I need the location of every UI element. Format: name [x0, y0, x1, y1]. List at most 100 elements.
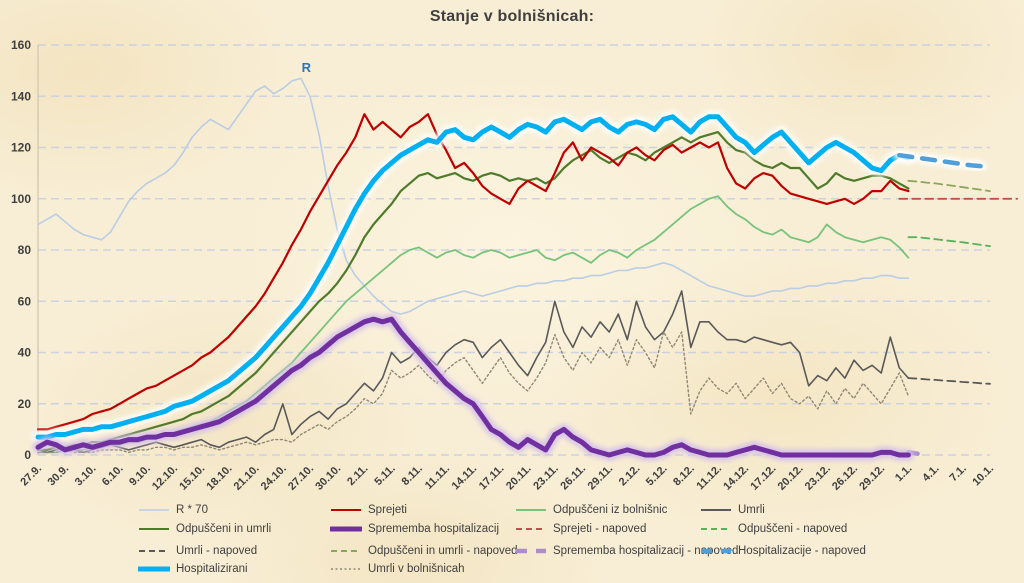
- x-tick-label: 29.11.: [586, 463, 616, 493]
- legend-marker: [139, 528, 169, 530]
- y-tick-label: 140: [11, 89, 31, 103]
- y-tick-label: 20: [18, 397, 32, 411]
- series-sprejeti: [36, 113, 910, 431]
- legend-item: Hospitalizacije - napoved: [700, 544, 866, 558]
- x-tick-label: 24.10.: [259, 463, 289, 493]
- legend-item: Umrli: [700, 503, 765, 517]
- x-tick-label: 12.10.: [150, 463, 180, 493]
- x-tick-label: 1.1.: [893, 463, 914, 484]
- legend-marker: [330, 526, 362, 532]
- legend-label: Hospitalizirani: [176, 563, 248, 575]
- legend-item: Odpuščeni - napoved: [700, 522, 847, 536]
- legend-label: Umrli - napoved: [176, 545, 258, 557]
- y-tick-label: 0: [24, 448, 31, 462]
- legend-marker: [139, 509, 169, 511]
- y-tick-label: 100: [11, 192, 31, 206]
- legend-item: Umrli v bolnišnicah: [330, 562, 465, 576]
- legend-marker: [516, 528, 546, 530]
- x-tick-label: 11.11.: [423, 463, 452, 492]
- y-tick-label: 80: [18, 243, 32, 257]
- r-annotation: R: [302, 60, 312, 75]
- series-umrli_napoved: [907, 377, 991, 385]
- series-sprememba: [35, 316, 911, 458]
- y-tick-label: 120: [11, 141, 31, 155]
- x-tick-label: 7.1.: [947, 463, 968, 484]
- legend-marker: [701, 548, 731, 554]
- x-tick-label: 30.9.: [46, 463, 72, 489]
- legend-label: Odpuščeni in umrli - napoved: [368, 545, 518, 557]
- legend-label: Umrli v bolnišnicah: [368, 563, 465, 575]
- legend-item: Odpuščeni in umrli: [138, 522, 271, 536]
- x-tick-label: 2.12.: [617, 463, 643, 489]
- x-tick-label: 3.10.: [73, 463, 99, 489]
- legend-item: R * 70: [138, 503, 208, 517]
- x-tick-label: 6.10.: [100, 463, 126, 489]
- x-tick-label: 27.10.: [286, 463, 316, 493]
- chart-svg: 0 20 40 60 80 100 120 140 160 27.9. 30.9. 3.10. 6.10…: [11, 38, 1019, 493]
- x-tick-label: 23.11.: [531, 463, 561, 493]
- x-tick-label: 14.12.: [721, 463, 751, 493]
- x-tick-label: 8.12.: [671, 463, 697, 489]
- x-tick-label: 23.12.: [803, 463, 833, 493]
- legend-marker: [701, 509, 731, 511]
- legend-item: Odpuščeni iz bolnišnic: [515, 503, 667, 517]
- legend-label: Odpuščeni iz bolnišnic: [553, 504, 668, 516]
- x-tick-label: 29.12.: [857, 463, 887, 493]
- x-tick-label: 5.11.: [372, 463, 397, 488]
- legend-label: Odpuščeni in umrli: [176, 523, 272, 535]
- legend-label: R * 70: [176, 504, 208, 516]
- series-r70: [37, 77, 910, 315]
- legend-label: Sprememba hospitalizacij - napoved: [553, 545, 739, 557]
- x-tick-label: 5.12.: [644, 463, 670, 489]
- legend-marker: [701, 528, 731, 530]
- x-tick-label: 2.11.: [345, 463, 370, 488]
- legend-marker: [331, 509, 361, 511]
- x-tick-label: 10.1.: [970, 463, 996, 489]
- x-tick-label: 11.12.: [694, 463, 724, 493]
- legend-label: Sprememba hospitalizacij: [368, 523, 500, 535]
- x-tick-label: 20.11.: [504, 463, 534, 493]
- legend-item: Hospitalizirani: [138, 562, 248, 576]
- legend-label: Hospitalizacije - napoved: [738, 545, 866, 557]
- y-tick-label: 160: [11, 38, 31, 52]
- x-tick-label: 17.12.: [748, 463, 778, 493]
- x-tick-label: 18.10.: [204, 463, 234, 493]
- legend-item: Sprejeti: [330, 503, 407, 517]
- legend-marker: [516, 509, 546, 511]
- x-tick-label: 15.10.: [177, 463, 207, 493]
- legend-item: Sprememba hospitalizacij: [330, 522, 499, 536]
- legend-marker: [138, 566, 170, 572]
- legend-item: Sprejeti - napoved: [515, 522, 646, 536]
- legend-label: Umrli: [738, 504, 765, 516]
- series-odpusceni_in_umrli: [36, 131, 910, 451]
- series-odpusceni_napoved: [907, 236, 991, 248]
- x-tick-label: 26.12.: [830, 463, 860, 493]
- series-hospitalizacije_napoved: [897, 152, 993, 170]
- legend-label: Sprejeti: [368, 504, 407, 516]
- series-odpusceni_in_umrli_napoved: [907, 179, 991, 193]
- legend-label: Sprejeti - napoved: [553, 523, 647, 535]
- x-tick-label: 30.10.: [313, 463, 343, 493]
- x-tick-label: 27.9.: [18, 463, 44, 489]
- x-tick-label: 17.11.: [477, 463, 507, 493]
- series-umrli: [37, 290, 910, 454]
- x-tick-label: 26.11.: [558, 463, 588, 493]
- series-hospitalizirani: [35, 114, 911, 440]
- legend-item: Umrli - napoved: [138, 544, 257, 558]
- legend-marker: [516, 548, 546, 554]
- x-tick-label: 4.1.: [920, 463, 941, 484]
- legend-marker: [331, 550, 361, 552]
- legend-item: Odpuščeni in umrli - napoved: [330, 544, 518, 558]
- x-tick-label: 20.12.: [776, 463, 806, 493]
- x-tick-label: 14.11.: [450, 463, 480, 493]
- series-umrli_v_bolnisnicah: [37, 331, 910, 454]
- legend-item: Sprememba hospitalizacij - napoved: [515, 544, 738, 558]
- y-tick-label: 40: [18, 346, 32, 360]
- legend-marker: [331, 568, 361, 570]
- x-tick-label: 21.10.: [232, 463, 262, 493]
- chart-title: Stanje v bolnišnicah:: [429, 8, 595, 25]
- legend-label: Odpuščeni - napoved: [738, 523, 848, 535]
- y-tick-label: 60: [18, 294, 32, 308]
- x-tick-label: 8.11.: [400, 463, 425, 488]
